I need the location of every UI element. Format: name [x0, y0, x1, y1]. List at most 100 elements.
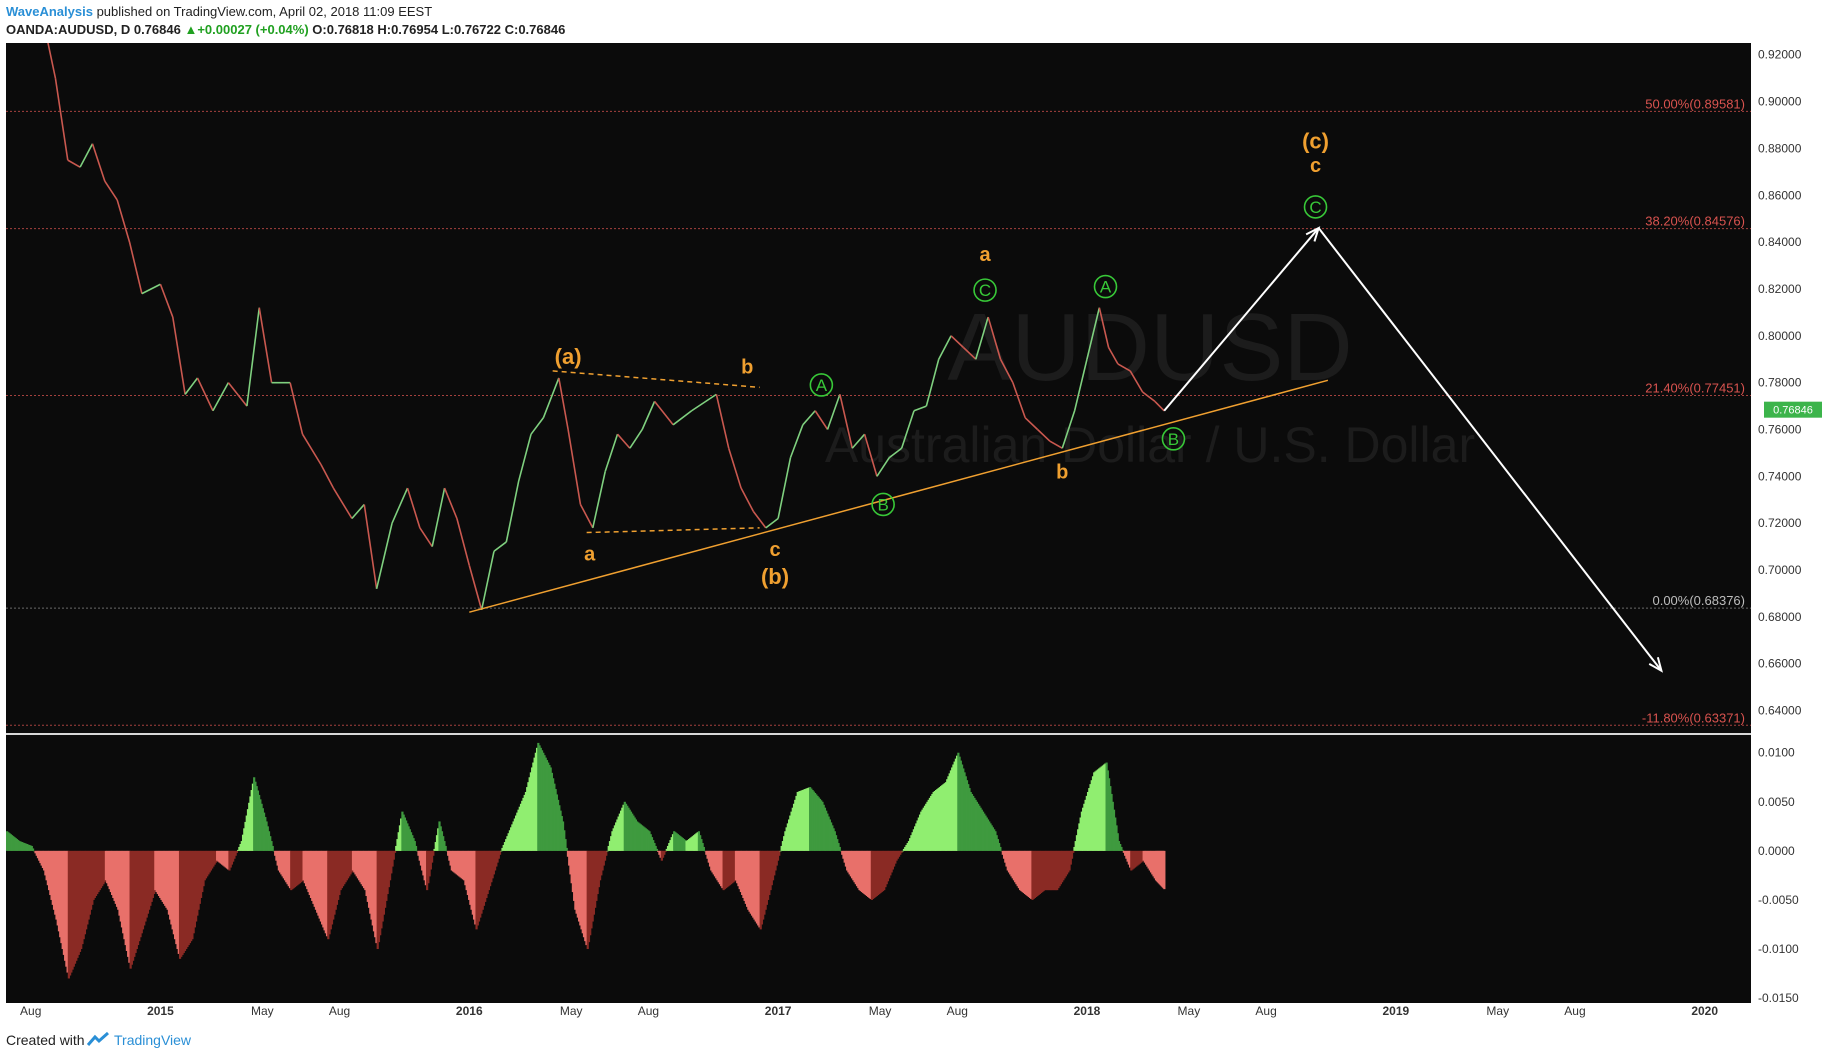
histogram-bar [355, 850, 358, 877]
price-segment [104, 180, 118, 201]
histogram-bar [801, 790, 804, 851]
histogram-bar [752, 850, 755, 918]
histogram-bar [369, 850, 372, 914]
histogram-bar [645, 829, 649, 851]
histogram-bar [574, 850, 577, 910]
time-axis[interactable]: Aug 2015 May Aug 2016 May Aug 2017 May Aug 2018 May… [20, 1004, 1718, 1018]
histogram-bar [233, 850, 236, 859]
histogram-bar [670, 837, 673, 851]
histogram-bar [412, 838, 415, 851]
wave-label: b [1056, 462, 1068, 484]
price-segment [1117, 363, 1131, 372]
histogram-bar [610, 836, 613, 851]
price-axis[interactable]: 0.92000 0.90000 0.88000 0.86000 0.84000 0.820… [1758, 48, 1802, 718]
histogram-bar [890, 850, 893, 873]
histogram-bar [748, 850, 751, 912]
histogram-bar [796, 791, 799, 851]
price-segment [91, 143, 106, 182]
histogram-bar [561, 821, 565, 851]
price-segment [391, 487, 409, 524]
histogram-bar [287, 850, 290, 887]
price-segment [116, 199, 131, 243]
histogram-bar [392, 850, 395, 860]
histogram-bar [227, 850, 230, 870]
histogram-bar [1057, 850, 1060, 889]
price-segment [363, 504, 378, 589]
histogram-bar [552, 778, 555, 851]
histogram-bar [1074, 841, 1077, 851]
histogram-bar [482, 850, 486, 906]
tradingview-brand-link[interactable]: TradingView [114, 1032, 192, 1048]
histogram-bar [797, 791, 801, 851]
histogram-bar [764, 850, 767, 910]
wave-label: c [1310, 155, 1321, 177]
time-tick-label: 2017 [765, 1004, 792, 1018]
histogram-bar [990, 825, 993, 851]
histogram-bar [1053, 850, 1056, 891]
open-label: O: [312, 22, 327, 37]
histogram-bar [575, 850, 578, 914]
histogram-bar [649, 834, 652, 851]
histogram-bar [602, 850, 605, 866]
histogram-bar [261, 808, 264, 851]
histogram-bar [375, 850, 378, 944]
histogram-bar [579, 850, 582, 926]
author-link[interactable]: WaveAnalysis [6, 4, 93, 19]
histogram-bar [166, 850, 169, 910]
histogram-bar [133, 850, 136, 957]
oscillator-tick-label: -0.0150 [1758, 991, 1799, 1005]
histogram-bar [317, 850, 320, 916]
histogram-bar [843, 850, 846, 863]
histogram-bar [624, 803, 628, 851]
histogram-bar [380, 850, 383, 929]
histogram-bar [508, 830, 512, 851]
histogram-bar [353, 850, 356, 873]
histogram-bar [696, 832, 699, 851]
histogram-bar [191, 850, 194, 940]
wave-label-circled: C [979, 281, 991, 300]
histogram-bar [1105, 762, 1108, 851]
histogram-bar [956, 755, 959, 851]
histogram-bar [291, 850, 294, 890]
histogram-bar [169, 850, 172, 920]
histogram-bar [663, 850, 666, 855]
chart-canvas[interactable]: AUDUSD Australian Dollar / U.S. Dollar 5… [0, 43, 1822, 1022]
price-segment [962, 346, 977, 360]
histogram-bar [647, 830, 650, 851]
histogram-bar [804, 789, 807, 851]
price-tick-label: 0.68000 [1758, 610, 1802, 624]
histogram-bar [1111, 801, 1114, 851]
histogram-bar [418, 850, 421, 861]
wave-label: a [979, 244, 991, 266]
histogram-bar [763, 850, 766, 915]
price-series [47, 43, 1165, 611]
trendlines[interactable] [469, 370, 1329, 613]
histogram-bar [684, 840, 687, 851]
histogram-bar [721, 850, 724, 889]
histogram-bar [773, 850, 776, 876]
histogram-bar [470, 850, 473, 910]
projection-arrows[interactable] [1163, 226, 1664, 673]
histogram-bar [153, 850, 156, 895]
histogram-bar [395, 845, 398, 851]
price-segment [1154, 400, 1165, 412]
histogram-bar [855, 850, 859, 887]
histogram-bar [1119, 844, 1122, 851]
histogram-bar [18, 841, 21, 851]
histogram-bar [486, 850, 489, 895]
histogram-bar [946, 779, 949, 851]
histogram-bar [256, 790, 259, 851]
histogram-bar [148, 850, 151, 910]
histogram-bar [563, 830, 566, 851]
histogram-bar [424, 850, 427, 886]
histogram-bar [193, 850, 196, 928]
price-segment [1037, 428, 1051, 442]
histogram-bar [1043, 850, 1046, 891]
histogram-bar [755, 850, 759, 924]
histogram-bar [594, 850, 597, 908]
histogram-bar [234, 850, 237, 856]
histogram-bar [1002, 850, 1006, 859]
histogram-bar [769, 850, 772, 891]
histogram-bar [1086, 791, 1090, 851]
histogram-bar [700, 839, 703, 851]
